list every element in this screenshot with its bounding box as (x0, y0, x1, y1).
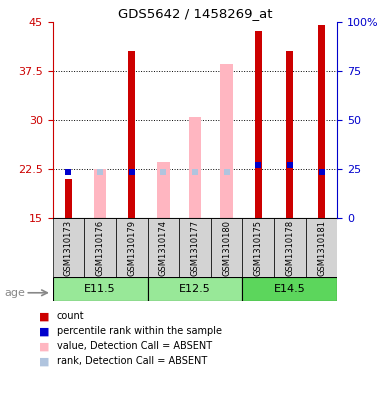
Text: GSM1310174: GSM1310174 (159, 220, 168, 275)
Text: count: count (57, 311, 84, 321)
Text: age: age (4, 288, 25, 298)
Text: ■: ■ (39, 341, 50, 351)
Title: GDS5642 / 1458269_at: GDS5642 / 1458269_at (118, 7, 272, 20)
Bar (255, 31, 262, 218)
Bar (65, 179, 72, 218)
Bar (318, 25, 325, 218)
Text: GSM1310179: GSM1310179 (127, 220, 136, 275)
Bar (274, 218, 306, 277)
Bar (84, 218, 116, 277)
Bar (116, 218, 147, 277)
Text: ■: ■ (39, 356, 50, 366)
Text: E12.5: E12.5 (179, 284, 211, 294)
Bar (179, 218, 211, 277)
Bar (243, 218, 274, 277)
Text: GSM1310180: GSM1310180 (222, 220, 231, 275)
Bar (147, 218, 179, 277)
Bar (157, 162, 170, 218)
Bar (286, 51, 293, 218)
Bar (128, 51, 135, 218)
Text: value, Detection Call = ABSENT: value, Detection Call = ABSENT (57, 341, 212, 351)
Text: GSM1310181: GSM1310181 (317, 220, 326, 275)
Bar (53, 218, 84, 277)
Bar (94, 169, 106, 218)
Text: GSM1310178: GSM1310178 (285, 220, 294, 275)
Bar (53, 277, 147, 301)
Bar (147, 277, 243, 301)
Text: GSM1310173: GSM1310173 (64, 220, 73, 275)
Bar (211, 218, 243, 277)
Bar (243, 277, 337, 301)
Bar (189, 117, 201, 218)
Text: E11.5: E11.5 (84, 284, 116, 294)
Bar (220, 64, 233, 218)
Text: ■: ■ (39, 326, 50, 336)
Text: GSM1310176: GSM1310176 (96, 220, 105, 275)
Text: percentile rank within the sample: percentile rank within the sample (57, 326, 222, 336)
Text: GSM1310175: GSM1310175 (254, 220, 263, 275)
Text: GSM1310177: GSM1310177 (190, 220, 200, 275)
Text: ■: ■ (39, 311, 50, 321)
Bar (306, 218, 337, 277)
Text: rank, Detection Call = ABSENT: rank, Detection Call = ABSENT (57, 356, 207, 366)
Text: E14.5: E14.5 (274, 284, 306, 294)
